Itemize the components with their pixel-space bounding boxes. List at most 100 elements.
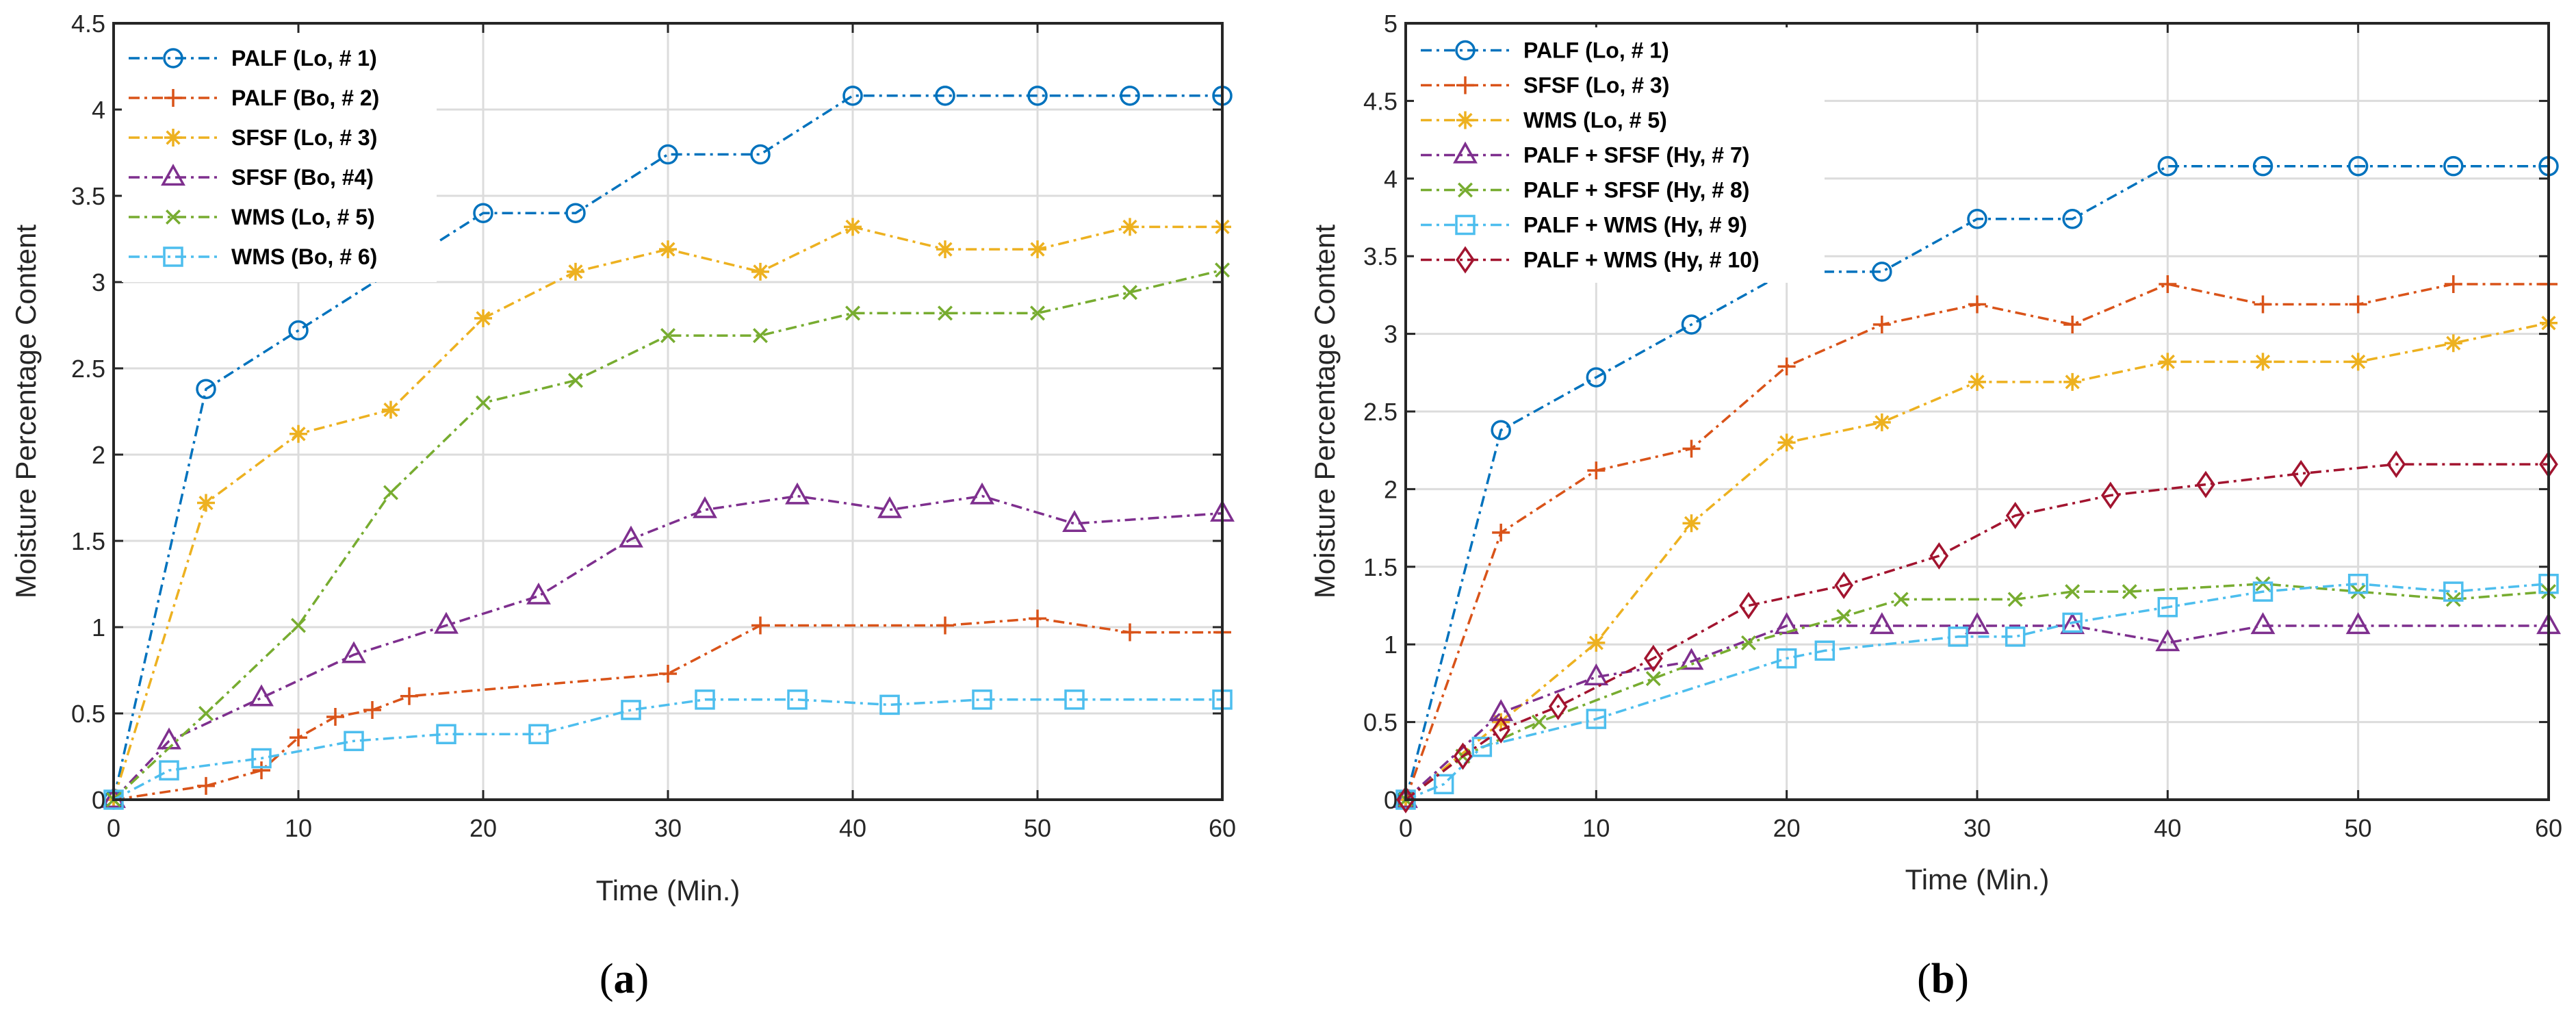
data-point-b-1-11 — [2444, 275, 2462, 294]
panel-a: 0 10 20 30 40 50 60 0 0.5 1 1.5 2 2.5 3 3.5 4 4.5 Time (… — [10, 10, 1236, 1002]
legend-marker-a-1 — [164, 89, 182, 107]
legend-marker-b-5 — [1455, 214, 1476, 236]
data-point-b-5-10 — [2252, 581, 2274, 602]
data-point-a-1-7 — [659, 665, 677, 683]
data-point-a-3-1 — [157, 727, 181, 750]
legend-b: PALF (Lo, # 1) SFSF (Lo, # 3) WMS (Lo, # 5… — [1414, 27, 1825, 283]
data-point-a-2-5 — [567, 262, 584, 281]
data-point-a-0-7 — [750, 144, 771, 165]
data-point-a-4-1 — [198, 706, 214, 721]
legend-entry-b-5: PALF + WMS (Hy, # 9) — [1523, 213, 1747, 238]
y-tick-label-a-9: 4.5 — [71, 10, 105, 38]
legend-box-b — [1414, 27, 1825, 283]
data-point-b-6-1 — [1453, 742, 1473, 770]
legend-entry-b-6: PALF + WMS (Hy, # 10) — [1523, 248, 1760, 272]
data-point-a-1-2 — [253, 761, 270, 780]
data-point-a-3-6 — [619, 525, 643, 548]
x-tick-label-b-2: 20 — [1773, 814, 1801, 842]
legend-marker-b-1 — [1456, 76, 1474, 94]
x-tick-label-b-1: 10 — [1582, 814, 1610, 842]
data-point-b-0-7 — [2062, 209, 2083, 229]
data-point-a-1-8 — [751, 616, 769, 635]
data-point-b-1-4 — [1777, 357, 1796, 376]
data-point-a-4-5 — [568, 372, 583, 388]
data-point-a-2-1 — [197, 494, 215, 512]
data-point-b-5-3 — [1586, 709, 1607, 729]
data-point-a-5-8 — [787, 689, 808, 710]
ticks-b: 0 10 20 30 40 50 60 0 0.5 1 1.5 2 2.5 3 3.5 4 4.5 5 — [1363, 10, 2562, 842]
data-point-b-3-5 — [1869, 612, 1894, 635]
data-point-b-4-2 — [1531, 714, 1547, 730]
data-point-b-4-4 — [1741, 635, 1756, 650]
data-point-a-3-5 — [526, 582, 551, 605]
data-point-b-1-10 — [2349, 295, 2367, 314]
data-point-b-5-8 — [2062, 612, 2083, 633]
series-line-a-5 — [113, 698, 1222, 801]
x-tick-label-a-2: 20 — [469, 814, 497, 842]
data-point-a-2-3 — [382, 401, 400, 419]
x-tick-label-a-1: 10 — [285, 814, 312, 842]
legend-entry-b-1: SFSF (Lo, # 3) — [1523, 73, 1669, 98]
x-axis-label-b: Time (Min.) — [1905, 863, 2050, 896]
data-point-a-0-2 — [288, 320, 309, 341]
legend-marker-b-0 — [1455, 40, 1476, 61]
data-point-b-2-2 — [1587, 633, 1606, 652]
data-point-b-0-10 — [2347, 155, 2369, 177]
panel-label-a: (a) — [600, 956, 649, 1002]
y-tick-label-b-6: 3 — [1384, 320, 1398, 348]
series-line-b-4 — [1404, 582, 2549, 801]
data-point-b-5-5 — [1814, 640, 1836, 661]
data-point-b-1-6 — [1968, 295, 1986, 314]
y-tick-label-b-1: 0.5 — [1363, 709, 1398, 737]
data-point-a-5-3 — [344, 731, 364, 752]
data-point-b-2-5 — [1872, 413, 1891, 431]
data-point-b-0-1 — [1491, 420, 1511, 440]
data-point-b-2-1 — [1492, 713, 1510, 731]
data-point-b-5-2 — [1471, 737, 1493, 757]
data-point-a-4-2 — [291, 618, 306, 633]
data-point-b-5-1 — [1433, 774, 1454, 795]
data-point-b-0-6 — [1967, 209, 1987, 229]
y-tick-label-b-2: 1 — [1384, 631, 1398, 659]
legend-entry-b-0: PALF (Lo, # 1) — [1523, 38, 1669, 63]
panel-b: 0 10 20 30 40 50 60 0 0.5 1 1.5 2 2.5 3 3.5 4 4.5 5 Time … — [1309, 10, 2562, 1002]
data-point-b-3-7 — [2060, 612, 2085, 635]
legend-entry-a-5: WMS (Bo, # 6) — [231, 244, 377, 269]
data-point-a-3-3 — [342, 641, 366, 663]
data-point-a-3-7 — [693, 496, 717, 518]
data-point-a-2-6 — [659, 240, 677, 259]
data-point-a-5-9 — [879, 694, 900, 715]
data-point-b-6-12 — [2386, 451, 2406, 479]
data-point-a-3-9 — [877, 496, 902, 518]
legend-entry-b-2: WMS (Lo, # 5) — [1523, 108, 1667, 133]
data-point-b-4-9 — [2122, 584, 2137, 600]
data-point-a-2-9 — [936, 240, 954, 259]
legend-entry-b-4: PALF + SFSF (Hy, # 8) — [1523, 178, 1749, 203]
data-point-b-0-8 — [2157, 155, 2178, 177]
y-tick-label-a-6: 3 — [92, 268, 105, 296]
data-point-b-6-2 — [1491, 715, 1510, 744]
x-tick-label-b-5: 50 — [2345, 814, 2372, 842]
data-point-b-5-6 — [1948, 626, 1968, 647]
data-point-b-1-7 — [2063, 315, 2082, 333]
series-line-b-5 — [1405, 582, 2549, 801]
legend-marker-a-3 — [161, 164, 185, 186]
data-point-b-1-8 — [2159, 275, 2177, 294]
legend-box-a — [122, 33, 437, 282]
data-point-b-1-3 — [1682, 440, 1701, 458]
data-point-a-4-11 — [1122, 285, 1137, 301]
panel-label-b: (b) — [1917, 956, 1969, 1002]
data-point-b-6-5 — [1739, 592, 1758, 620]
data-point-a-1-10 — [1029, 609, 1046, 628]
data-point-a-4-4 — [476, 395, 491, 411]
data-point-a-0-4 — [473, 203, 493, 223]
panel-label-a-letter: a — [614, 956, 635, 1002]
data-point-b-0-9 — [2252, 155, 2274, 177]
legend-marker-a-4 — [166, 210, 181, 225]
data-point-b-4-8 — [2065, 584, 2081, 600]
data-point-a-5-1 — [159, 760, 179, 781]
data-point-a-1-3 — [289, 728, 307, 747]
data-point-a-2-2 — [289, 424, 307, 443]
data-point-a-1-5 — [363, 700, 381, 719]
data-point-b-2-6 — [1968, 372, 1986, 391]
